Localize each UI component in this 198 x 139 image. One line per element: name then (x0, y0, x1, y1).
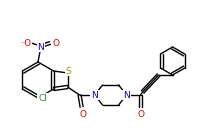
Text: O: O (137, 110, 144, 119)
Text: O: O (52, 39, 60, 48)
Text: N: N (38, 43, 44, 52)
Text: S: S (66, 66, 71, 75)
Text: O: O (79, 110, 86, 119)
Text: N: N (123, 90, 130, 100)
Text: ⁻O: ⁻O (21, 39, 31, 48)
Text: Cl: Cl (38, 94, 47, 102)
Text: N: N (91, 90, 98, 100)
